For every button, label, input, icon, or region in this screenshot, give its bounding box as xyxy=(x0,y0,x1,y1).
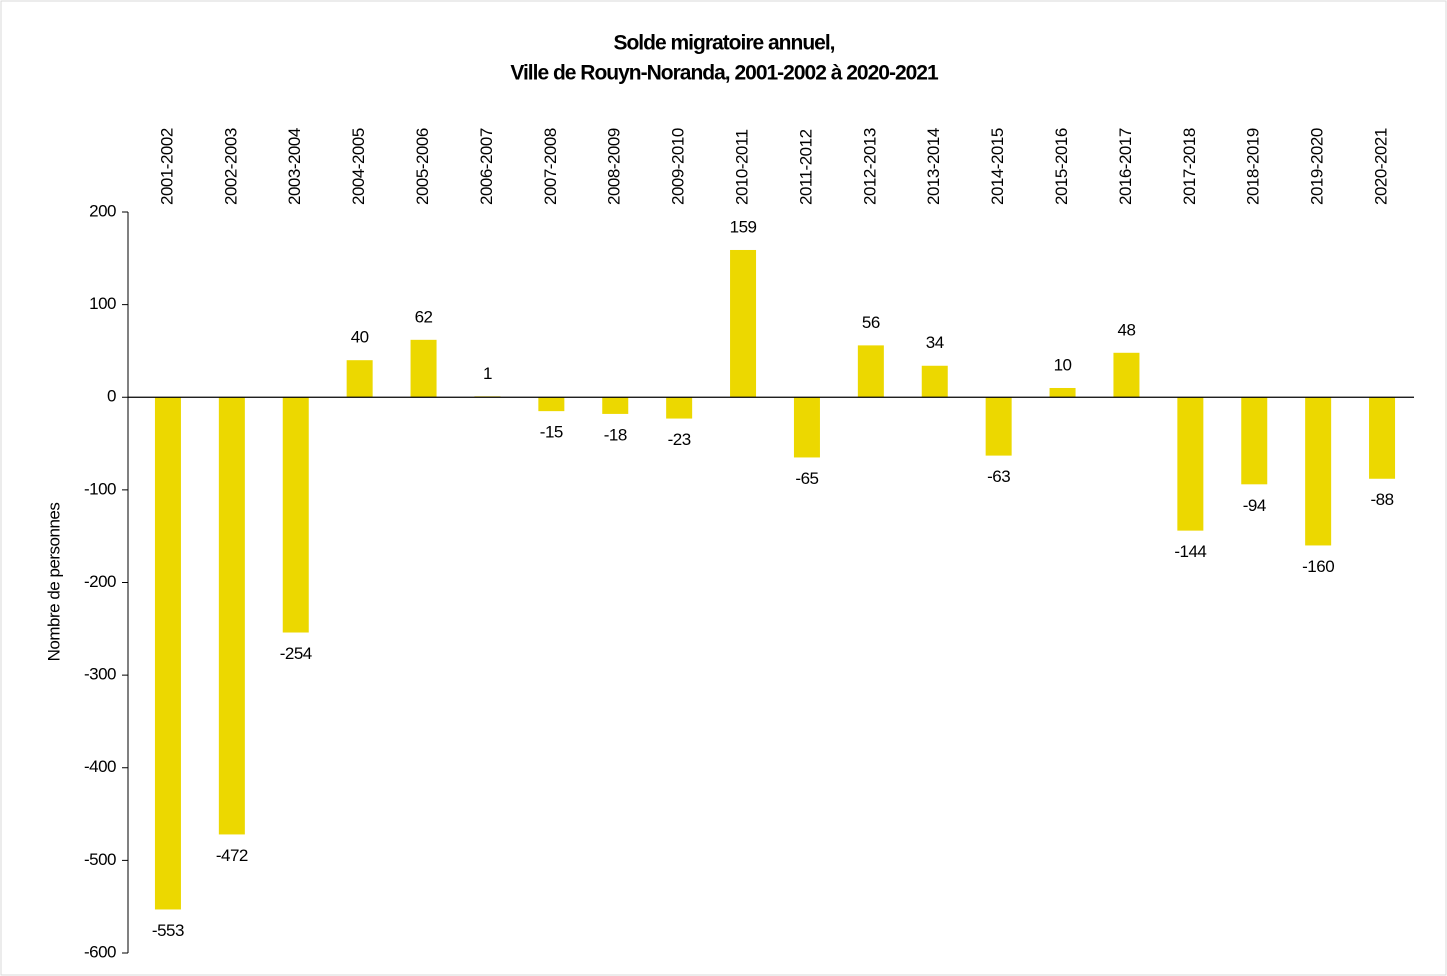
bar xyxy=(154,397,181,910)
chart-title: Solde migratoire annuel, xyxy=(613,32,834,55)
value-label: 62 xyxy=(415,307,433,326)
bar xyxy=(282,397,309,633)
y-tick-label: -100 xyxy=(84,479,116,498)
x-tick-label: 2002-2003 xyxy=(221,128,240,205)
x-tick-label: 2009-2010 xyxy=(669,128,688,205)
bar xyxy=(538,397,565,412)
bar xyxy=(857,345,884,398)
x-tick-label: 2008-2009 xyxy=(605,128,624,205)
x-tick-label: 2016-2017 xyxy=(1116,128,1135,205)
x-tick-label: 2001-2002 xyxy=(157,128,176,205)
x-tick-label: 2020-2021 xyxy=(1372,128,1391,205)
value-label: -472 xyxy=(216,846,248,865)
x-tick-label: 2019-2020 xyxy=(1308,128,1327,205)
value-label: -94 xyxy=(1243,496,1266,515)
value-label: -23 xyxy=(668,430,691,449)
x-tick-label: 2010-2011 xyxy=(733,129,752,205)
bar xyxy=(730,249,757,398)
value-label: 10 xyxy=(1054,355,1072,374)
bar xyxy=(666,397,693,419)
x-tick-label: 2017-2018 xyxy=(1180,128,1199,205)
bar xyxy=(1177,397,1204,531)
value-label: 40 xyxy=(351,328,369,347)
y-tick-label: -400 xyxy=(84,757,116,776)
bar xyxy=(1049,387,1076,398)
y-tick-label: 200 xyxy=(89,201,116,220)
x-tick-label: 2012-2013 xyxy=(860,128,879,205)
value-label: -144 xyxy=(1174,542,1206,561)
y-tick-label: -500 xyxy=(84,850,116,869)
x-tick-label: 2003-2004 xyxy=(285,128,304,205)
value-label: -88 xyxy=(1371,490,1394,509)
x-tick-label: 2018-2019 xyxy=(1244,128,1263,205)
value-label: -254 xyxy=(280,644,312,663)
bar xyxy=(410,339,437,398)
y-axis-label: Nombre de personnes xyxy=(44,503,63,662)
chart-title: Ville de Rouyn-Noranda, 2001-2002 à 2020… xyxy=(510,62,939,85)
value-label: -63 xyxy=(987,467,1010,486)
bar xyxy=(985,397,1012,456)
y-tick-label: -600 xyxy=(84,942,116,961)
value-label: -18 xyxy=(604,425,627,444)
bar xyxy=(1369,397,1396,479)
y-tick-label: -200 xyxy=(84,572,116,591)
y-tick-label: 0 xyxy=(107,387,116,406)
x-tick-label: 2011-2012 xyxy=(796,129,815,205)
value-label: 34 xyxy=(926,333,944,352)
x-tick-label: 2013-2014 xyxy=(924,128,943,205)
value-label: -65 xyxy=(795,469,818,488)
bar xyxy=(1113,352,1140,398)
value-label: -160 xyxy=(1302,557,1334,576)
y-tick-label: -300 xyxy=(84,665,116,684)
x-tick-label: 2014-2015 xyxy=(988,128,1007,205)
bar xyxy=(1241,397,1268,485)
bar xyxy=(1305,397,1332,546)
value-label: 1 xyxy=(483,364,492,383)
y-tick-label: 100 xyxy=(89,294,116,313)
value-label: -553 xyxy=(152,921,184,940)
value-label: -15 xyxy=(540,423,563,442)
x-tick-label: 2006-2007 xyxy=(477,128,496,205)
x-tick-label: 2005-2006 xyxy=(413,128,432,205)
bar xyxy=(793,397,820,458)
value-label: 159 xyxy=(730,217,757,236)
x-tick-label: 2015-2016 xyxy=(1052,128,1071,205)
value-label: 48 xyxy=(1117,320,1135,339)
bar xyxy=(602,397,629,414)
bar xyxy=(346,360,373,398)
bar xyxy=(218,397,245,835)
bar xyxy=(921,365,948,398)
x-tick-label: 2007-2008 xyxy=(541,128,560,205)
value-label: 56 xyxy=(862,313,880,332)
x-tick-label: 2004-2005 xyxy=(349,128,368,205)
